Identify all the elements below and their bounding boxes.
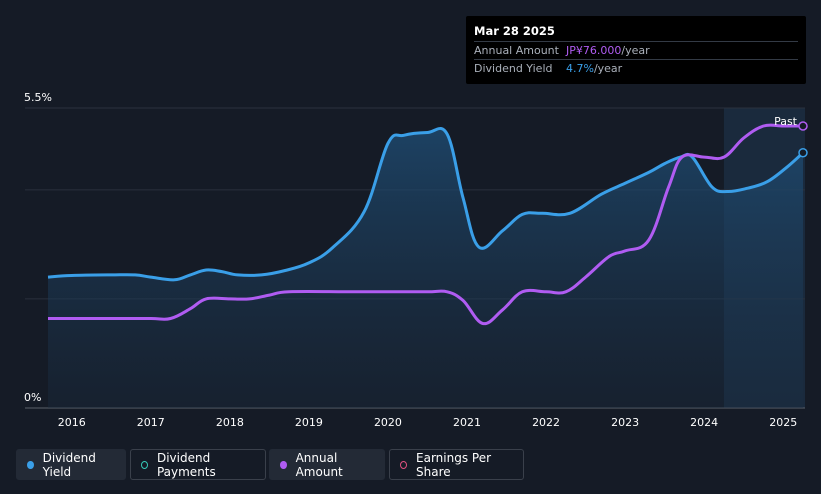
x-tick-label: 2023 xyxy=(611,416,639,429)
legend-dot-icon xyxy=(27,460,34,469)
tooltip-row-dividend-yield: Dividend Yield 4.7% /year xyxy=(474,60,798,77)
y-tick-label-bottom: 0% xyxy=(24,391,41,404)
tooltip-label: Annual Amount xyxy=(474,44,559,57)
legend-earnings-per-share[interactable]: Earnings Per Share xyxy=(389,449,524,480)
x-tick-label: 2020 xyxy=(374,416,402,429)
tooltip-label: Dividend Yield xyxy=(474,62,553,75)
tooltip-value: 4.7% xyxy=(566,62,594,75)
y-tick-label-top: 5.5% xyxy=(24,91,52,104)
tooltip-date: Mar 28 2025 xyxy=(474,23,798,42)
x-tick-label: 2018 xyxy=(216,416,244,429)
past-label: Past xyxy=(774,115,798,128)
legend-label: Dividend Yield xyxy=(42,450,96,479)
tooltip-value: JP¥76.000 xyxy=(566,44,622,57)
tooltip: Mar 28 2025 Annual Amount JP¥76.000 /yea… xyxy=(466,16,806,84)
x-tick-label: 2021 xyxy=(453,416,481,429)
x-tick-label: 2017 xyxy=(137,416,165,429)
tooltip-unit: /year xyxy=(621,44,650,57)
x-tick-label: 2022 xyxy=(532,416,560,429)
x-tick-label: 2024 xyxy=(690,416,718,429)
dividend-yield-end-point[interactable] xyxy=(798,147,808,158)
annual-amount-end-point[interactable] xyxy=(798,121,808,131)
legend-label: Dividend Payments xyxy=(156,450,216,479)
tooltip-row-annual-amount: Annual Amount JP¥76.000 /year xyxy=(474,42,798,60)
legend-dividend-yield[interactable]: Dividend Yield xyxy=(16,449,126,480)
x-tick-label: 2016 xyxy=(58,416,86,429)
legend-annual-amount[interactable]: Annual Amount xyxy=(269,449,385,480)
legend-dot-icon xyxy=(280,460,287,469)
x-tick-label: 2019 xyxy=(295,416,323,429)
annual-amount-line xyxy=(48,123,803,326)
legend-dividend-payments[interactable]: Dividend Payments xyxy=(130,449,266,480)
legend-label: Annual Amount xyxy=(295,450,343,479)
x-tick-label: 2025 xyxy=(769,416,797,429)
tooltip-unit: /year xyxy=(593,62,623,75)
legend-dot-icon xyxy=(141,460,148,469)
legend-label: Earnings Per Share xyxy=(416,450,492,479)
dividend-yield-line xyxy=(47,126,805,282)
legend-dot-icon xyxy=(400,460,408,469)
dividend-yield-area xyxy=(48,128,803,408)
x-axis-tick-labels: 2016 2017 2018 2019 2020 2021 2022 2023 2024 2025 xyxy=(58,416,798,429)
